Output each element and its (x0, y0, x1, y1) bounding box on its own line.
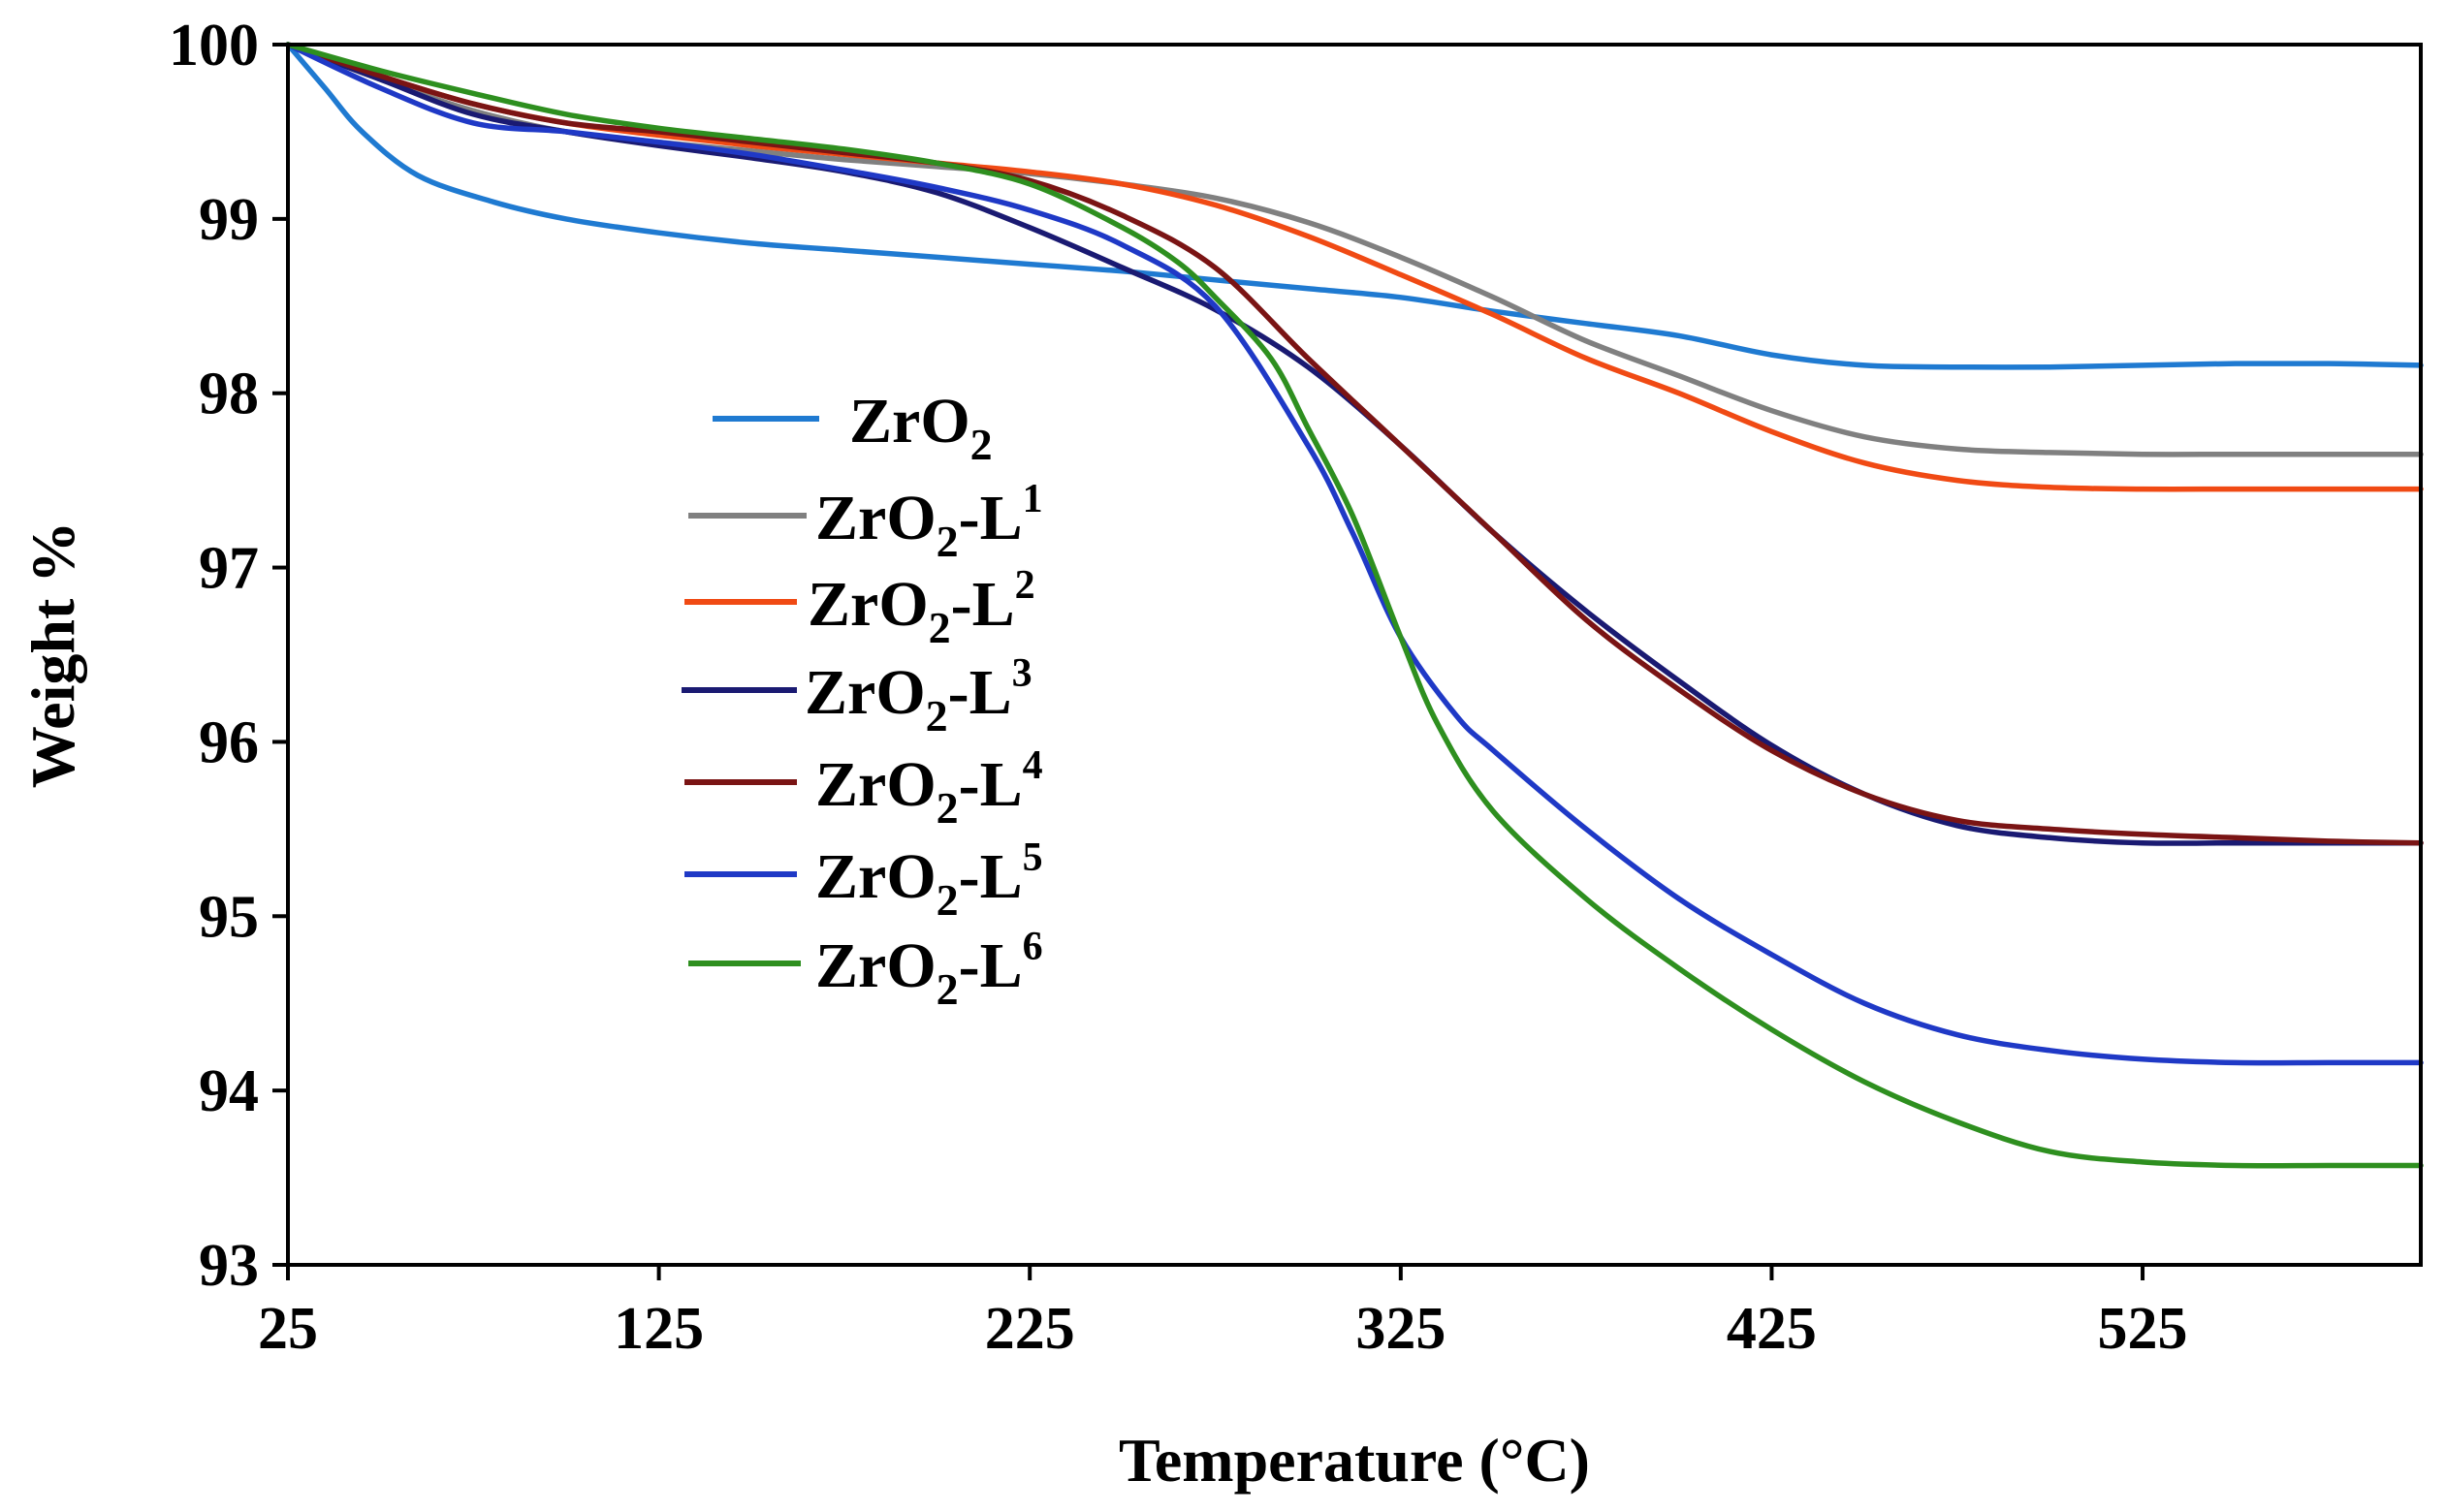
series-line-1 (285, 42, 2424, 370)
series-line-5 (285, 42, 2424, 846)
series-line-6 (285, 42, 2424, 1066)
y-tick-label: 95 (199, 884, 259, 950)
series-line-2 (285, 42, 2424, 457)
legend-label-7: ZrO2-L6 (815, 925, 1043, 1014)
axis-titles: Temperature (°C) Weight % (18, 521, 1590, 1495)
y-tick-label: 100 (169, 13, 259, 79)
series-line-4 (285, 42, 2424, 846)
x-tick-label: 225 (985, 1296, 1075, 1362)
x-tick-label: 525 (2098, 1296, 2188, 1362)
legend-label-5: ZrO2-L4 (815, 743, 1043, 833)
legend: ZrO2ZrO2-L1ZrO2-L2ZrO2-L3ZrO2-L4ZrO2-L5Z… (682, 386, 1043, 1014)
x-axis-title: Temperature (°C) (1119, 1426, 1590, 1495)
legend-label-6: ZrO2-L5 (815, 835, 1043, 925)
series-layer (285, 42, 2424, 1169)
y-tick-label: 97 (199, 536, 259, 602)
y-tick-label: 93 (199, 1233, 259, 1299)
y-axis-title: Weight % (18, 521, 87, 789)
y-tick-label: 94 (199, 1058, 259, 1124)
series-line-3 (285, 42, 2424, 492)
plot-frame (286, 43, 2423, 1267)
legend-label-2: ZrO2-L1 (815, 477, 1043, 566)
x-tick-label: 25 (258, 1296, 318, 1362)
ticks-layer: 25 125 225 325 425 525 93 94 95 96 97 98 99 100 (169, 13, 2188, 1362)
x-tick-label: 125 (614, 1296, 704, 1362)
y-tick-label: 98 (199, 362, 259, 427)
series-line-7 (285, 42, 2424, 1169)
x-tick-label: 425 (1727, 1296, 1817, 1362)
legend-label-4: ZrO2-L3 (805, 651, 1032, 740)
legend-label-3: ZrO2-L2 (808, 563, 1035, 652)
y-tick-label: 96 (199, 709, 259, 775)
x-tick-label: 325 (1355, 1296, 1445, 1362)
y-tick-label: 99 (199, 187, 259, 253)
legend-label-1: ZrO2 (849, 386, 993, 469)
